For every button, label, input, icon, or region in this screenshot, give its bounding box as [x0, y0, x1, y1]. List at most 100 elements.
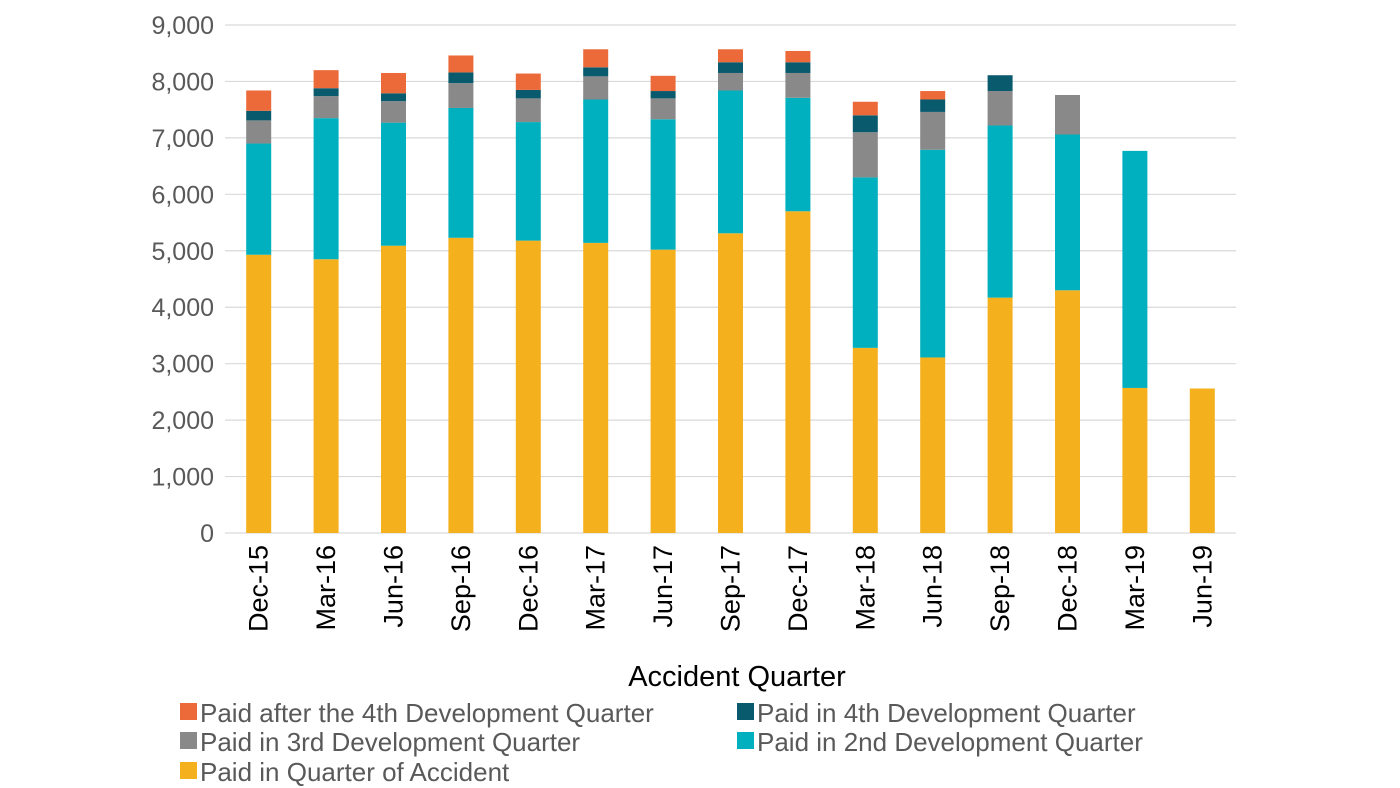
bar-segment [785, 62, 811, 73]
bar-segment [448, 55, 474, 73]
bar-segment [852, 115, 878, 133]
y-tick-label: 5,000 [151, 238, 214, 266]
bar-segment [650, 91, 676, 99]
y-tick-label: 3,000 [151, 351, 214, 379]
bar-segment [246, 143, 272, 255]
bar-segment [785, 72, 811, 98]
y-tick-label: 4,000 [151, 294, 214, 322]
bar-segment [650, 98, 676, 120]
legend-label: Paid in Quarter of Accident [200, 757, 510, 787]
x-tick-label: Sep-16 [446, 545, 476, 632]
legend-swatch [737, 732, 754, 749]
bar-segment [515, 98, 541, 123]
bar-segment [852, 177, 878, 348]
x-tick-label: Jun-19 [1187, 545, 1217, 628]
legend-swatch [180, 732, 197, 749]
x-tick-label: Mar-18 [850, 545, 880, 631]
bar-segment [987, 75, 1013, 92]
bar-segment [448, 237, 474, 533]
legend: Paid after the 4th Development Quarter Pa… [180, 698, 1143, 787]
bar-segment [246, 254, 272, 533]
legend-item: Paid after the 4th Development Quarter [180, 698, 654, 728]
bar-segment [987, 125, 1013, 298]
bar-segment [515, 240, 541, 533]
bar-segment [718, 49, 743, 63]
x-axis-ticks: Dec-15 Mar-16 Jun-16 Sep-16 Dec-16 Mar-17 Jun-… [244, 545, 1218, 632]
bar-segment [718, 72, 743, 91]
bar-segment [987, 297, 1013, 533]
bar-segment [852, 132, 878, 178]
bar-segment [718, 62, 743, 73]
y-tick-label: 1,000 [151, 464, 214, 492]
bar-segment [583, 49, 609, 68]
legend-item: Paid in 4th Development Quarter [737, 698, 1136, 728]
x-tick-label: Jun-17 [648, 545, 678, 628]
bar-segment [246, 120, 272, 144]
bar-segment [448, 107, 474, 238]
bar-segment [1055, 134, 1080, 291]
y-tick-label: 7,000 [151, 125, 214, 153]
bar-segment [1055, 290, 1080, 533]
bar-segment [785, 97, 811, 212]
bar-segment [650, 119, 676, 250]
bar-segment [313, 259, 339, 533]
bar-segment [920, 99, 946, 112]
bar-segment [650, 249, 676, 533]
bar-segment [448, 72, 474, 84]
x-tick-label: Dec-15 [244, 545, 274, 632]
x-tick-label: Mar-17 [581, 545, 611, 631]
bar-segment [1122, 150, 1148, 388]
y-tick-label: 6,000 [151, 181, 214, 209]
legend-label: Paid after the 4th Development Quarter [200, 698, 654, 728]
x-tick-label: Jun-18 [918, 545, 948, 628]
bar-segment [381, 72, 406, 94]
bar-segment [515, 73, 541, 90]
legend-label: Paid in 3rd Development Quarter [200, 727, 580, 757]
y-tick-label: 8,000 [151, 68, 214, 96]
bar-segment [246, 90, 272, 111]
bar-segment [920, 357, 946, 533]
bar-segment [852, 347, 878, 533]
x-tick-label: Sep-18 [985, 545, 1015, 632]
legend-swatch [737, 703, 754, 720]
bar-segment [785, 211, 811, 533]
legend-label: Paid in 2nd Development Quarter [757, 727, 1143, 757]
legend-swatch [180, 703, 197, 720]
x-tick-label: Mar-19 [1120, 545, 1150, 631]
bar-segment [583, 242, 609, 533]
bar-segment [583, 99, 609, 243]
x-tick-label: Mar-16 [311, 545, 341, 631]
bar-segment [1189, 388, 1215, 533]
x-tick-label: Dec-16 [513, 545, 543, 632]
bar-segment [920, 149, 946, 358]
bar-segment [515, 122, 541, 241]
bar-segment [448, 83, 474, 108]
bar-segment [381, 101, 406, 123]
legend-item: Paid in 3rd Development Quarter [180, 727, 580, 757]
bar-segment [381, 93, 406, 102]
x-tick-label: Sep-17 [716, 545, 746, 632]
bar-segment [920, 111, 946, 150]
y-tick-label: 2,000 [151, 407, 214, 435]
bar-segment [718, 90, 743, 234]
bar-segment [920, 91, 946, 100]
legend-item: Paid in 2nd Development Quarter [737, 727, 1143, 757]
bar-segment [718, 233, 743, 533]
bar-segment [246, 110, 272, 121]
bar-segment [1122, 387, 1148, 533]
x-tick-label: Jun-16 [379, 545, 409, 628]
x-tick-label: Dec-17 [783, 545, 813, 632]
bar-segment [313, 96, 339, 119]
bar-segment [381, 245, 406, 533]
bar-segment [650, 75, 676, 92]
bar-segment [515, 89, 541, 99]
bar-segment [852, 101, 878, 116]
legend-label: Paid in 4th Development Quarter [757, 698, 1136, 728]
y-axis-ticks: 0 1,000 2,000 3,000 4,000 5,000 6,000 7,000 8,00… [151, 12, 214, 548]
bar-segment [583, 67, 609, 77]
bars [246, 49, 1215, 533]
y-tick-label: 0 [200, 520, 214, 548]
bar-segment [381, 122, 406, 246]
x-tick-label: Dec-18 [1053, 545, 1083, 632]
